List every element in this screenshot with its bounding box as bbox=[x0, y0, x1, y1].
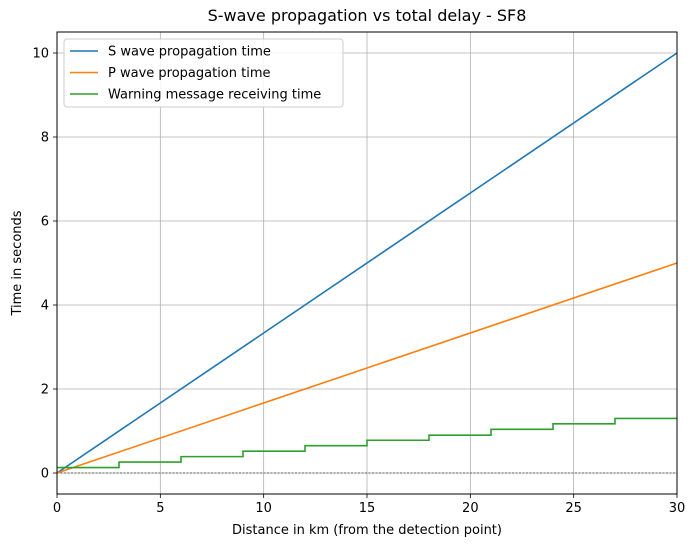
legend-box bbox=[63, 38, 344, 108]
legend: S wave propagation time P wave propagatio… bbox=[63, 38, 344, 108]
series-line-2 bbox=[57, 417, 677, 469]
y-tick-label: 8 bbox=[41, 131, 49, 146]
x-tick-label: 25 bbox=[565, 501, 582, 516]
x-tick-label: 15 bbox=[359, 501, 376, 516]
x-tick-label: 5 bbox=[156, 501, 164, 516]
x-axis-label: Distance in km (from the detection point… bbox=[232, 523, 502, 538]
y-tick-label: 10 bbox=[32, 47, 49, 62]
y-tick-label: 4 bbox=[41, 299, 49, 314]
legend-label-0: S wave propagation time bbox=[108, 45, 271, 60]
ticks: 0 5 10 15 20 25 30 0 2 4 6 8 10 bbox=[32, 47, 685, 517]
series-group bbox=[56, 52, 678, 474]
y-axis-label: Time in seconds bbox=[10, 210, 25, 316]
y-tick-label: 6 bbox=[41, 215, 49, 230]
legend-label-1: P wave propagation time bbox=[108, 66, 271, 81]
y-tick-label: 0 bbox=[41, 467, 49, 482]
chart-title: S-wave propagation vs total delay - SF8 bbox=[208, 6, 527, 25]
y-tick-label: 2 bbox=[41, 383, 49, 398]
x-tick-label: 10 bbox=[255, 501, 272, 516]
x-tick-label: 30 bbox=[669, 501, 686, 516]
series-line-1 bbox=[56, 262, 678, 474]
legend-label-2: Warning message receiving time bbox=[108, 88, 321, 103]
x-tick-label: 20 bbox=[462, 501, 479, 516]
x-tick-label: 0 bbox=[53, 501, 61, 516]
series-line-0 bbox=[56, 52, 678, 474]
